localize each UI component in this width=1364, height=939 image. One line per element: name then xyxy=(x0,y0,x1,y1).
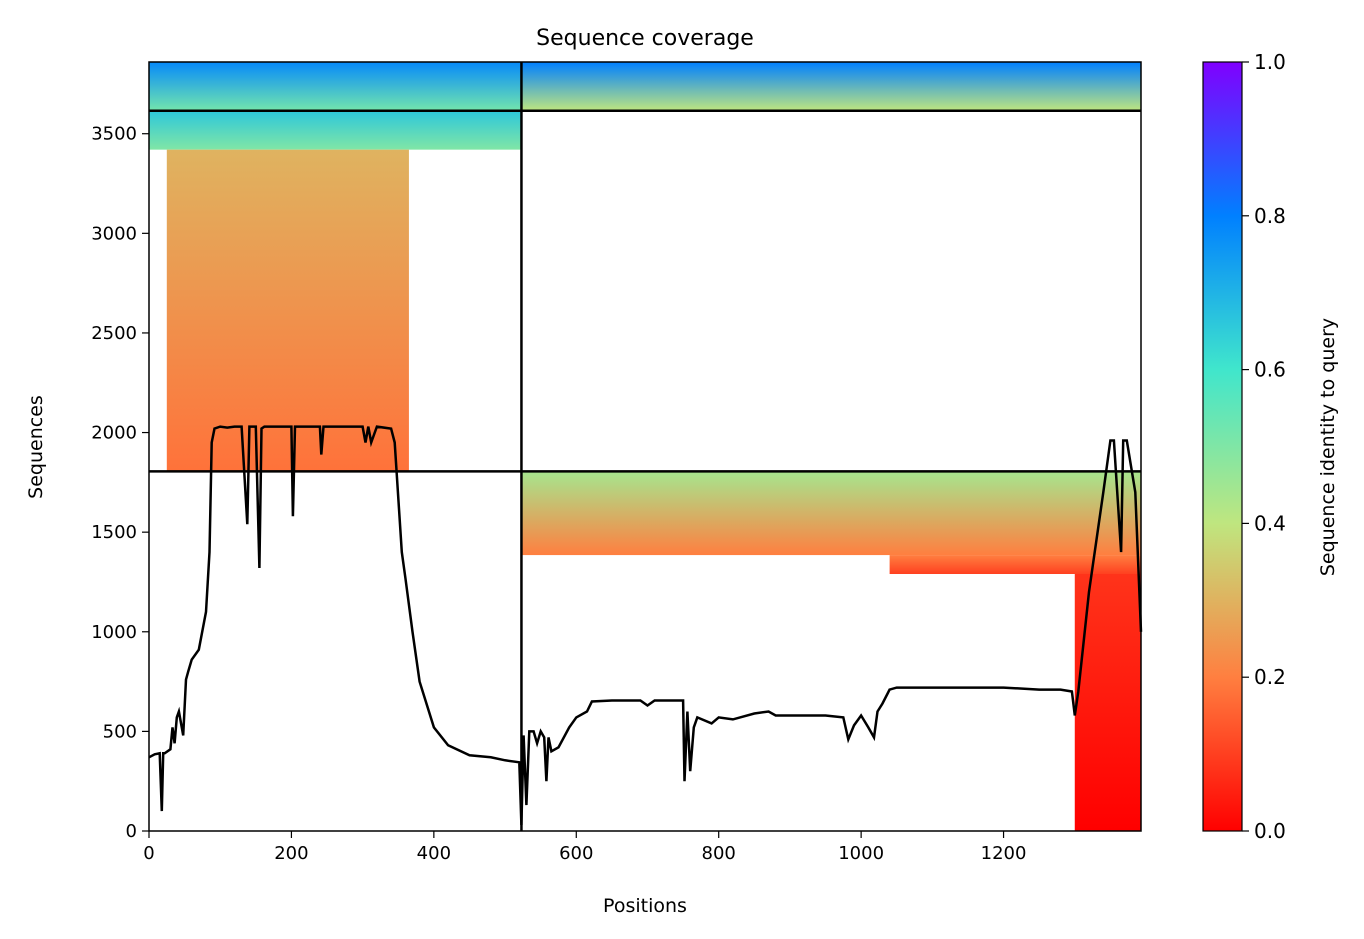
coverage-heatmap xyxy=(149,62,1141,831)
y-tick-label: 1000 xyxy=(91,622,137,643)
colorbar-tick-label: 0.2 xyxy=(1254,665,1286,689)
colorbar-tick-label: 0.4 xyxy=(1254,511,1286,535)
y-tick-label: 0 xyxy=(126,821,137,842)
colorbar xyxy=(1202,61,1243,832)
coverage-block xyxy=(521,471,1141,556)
plot-frame xyxy=(148,61,1142,832)
y-tick-label: 1500 xyxy=(91,522,137,543)
x-tick-label: 400 xyxy=(417,843,451,864)
colorbar-tick-label: 0.0 xyxy=(1254,819,1286,843)
y-tick-label: 500 xyxy=(103,721,137,742)
x-tick-label: 200 xyxy=(274,843,308,864)
colorbar-ticks: 0.0 0.2 0.4 0.6 0.8 1.0 xyxy=(1242,50,1286,843)
y-tick-label: 2000 xyxy=(91,423,137,444)
coverage-block xyxy=(521,62,1141,111)
coverage-block xyxy=(149,62,522,111)
colorbar-tick-label: 1.0 xyxy=(1254,50,1286,74)
x-tick-label: 1000 xyxy=(838,843,884,864)
x-tick-label: 800 xyxy=(702,843,736,864)
coverage-block xyxy=(1074,574,1141,831)
y-tick-label: 3000 xyxy=(91,223,137,244)
chart-title: Sequence coverage xyxy=(536,26,754,51)
y-tick-label: 2500 xyxy=(91,323,137,344)
colorbar-tick-label: 0.8 xyxy=(1254,204,1286,228)
y-axis-label: Sequences xyxy=(25,395,47,499)
y-axis-ticks: 0 500 1000 1500 2000 2500 3000 3500 xyxy=(91,124,149,842)
coverage-block xyxy=(166,149,409,472)
y-tick-label: 3500 xyxy=(91,124,137,145)
x-axis-ticks: 0 200 400 600 800 1000 1200 xyxy=(143,831,1026,864)
coverage-block xyxy=(149,110,522,150)
chain-boundaries xyxy=(149,62,1141,831)
colorbar-label: Sequence identity to query xyxy=(1317,318,1339,576)
coverage-line xyxy=(148,425,1143,826)
x-tick-label: 600 xyxy=(559,843,593,864)
x-tick-label: 1200 xyxy=(981,843,1027,864)
x-tick-label: 0 xyxy=(143,843,154,864)
x-axis-label: Positions xyxy=(603,895,687,917)
colorbar-tick-label: 0.6 xyxy=(1254,358,1286,382)
coverage-block xyxy=(889,555,1141,575)
